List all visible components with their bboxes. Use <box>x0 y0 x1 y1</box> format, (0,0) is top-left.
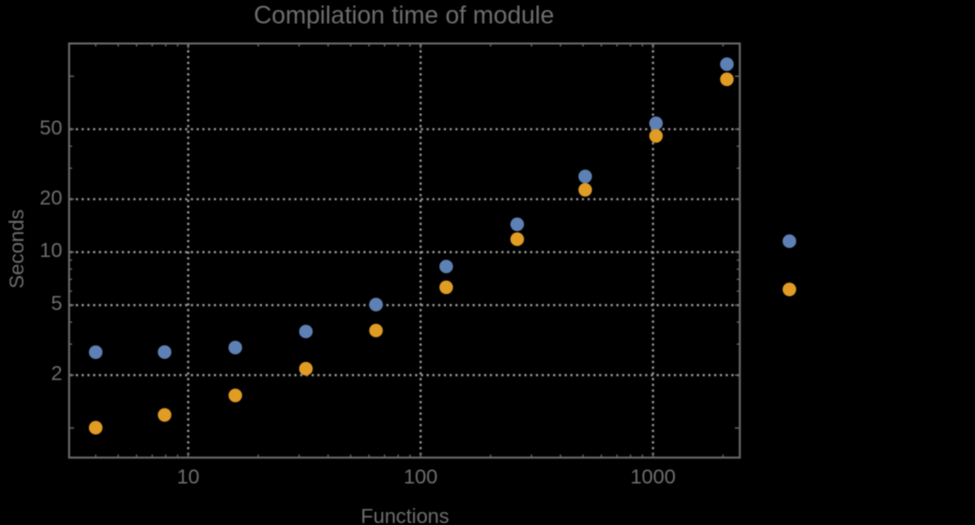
svg-text:20: 20 <box>40 187 63 209</box>
svg-text:10: 10 <box>40 240 63 262</box>
svg-text:1000: 1000 <box>630 466 675 488</box>
svg-text:10: 10 <box>177 466 200 488</box>
svg-text:2: 2 <box>51 363 62 385</box>
svg-text:Seconds: Seconds <box>7 209 29 288</box>
svg-text:50: 50 <box>40 117 63 139</box>
svg-text:Functions: Functions <box>361 506 449 525</box>
svg-text:5: 5 <box>51 293 62 315</box>
svg-text:100: 100 <box>404 466 438 488</box>
svg-text:Compilation time of module: Compilation time of module <box>254 3 554 30</box>
